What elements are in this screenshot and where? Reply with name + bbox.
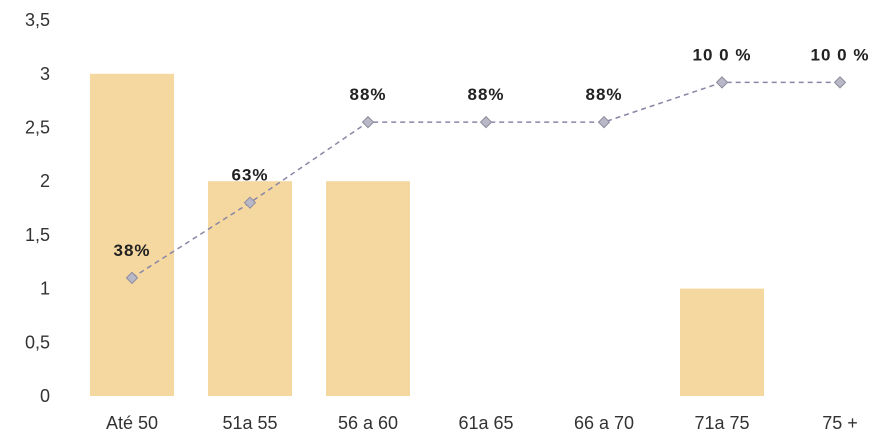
y-tick-label: 1,5: [25, 225, 50, 245]
x-tick-label: 71a 75: [694, 413, 749, 433]
line-point: [125, 271, 139, 285]
line-point: [715, 76, 729, 89]
line-point: [243, 196, 257, 209]
bar: [208, 181, 292, 396]
data-label: 88%: [349, 85, 386, 104]
x-axis: Até 50 51a 55 56 a 60 61a 65 66 a 70 71a 75 75…: [106, 413, 858, 433]
y-axis: 0 0,5 1 1,5 2 2,5 3 3,5: [25, 10, 50, 406]
bars: [90, 73, 764, 397]
x-tick-label: 61a 65: [458, 413, 513, 433]
y-tick-label: 1: [40, 279, 50, 299]
y-tick-label: 3: [40, 64, 50, 84]
x-tick-label: Até 50: [106, 413, 158, 433]
bar: [680, 288, 764, 396]
data-label: 88%: [467, 85, 504, 104]
line-point: [833, 76, 847, 89]
y-tick-label: 3,5: [25, 10, 50, 30]
y-tick-label: 2: [40, 171, 50, 191]
x-tick-label: 56 a 60: [338, 413, 398, 433]
x-tick-label: 51a 55: [222, 413, 277, 433]
percentage-line: 38% 63% 88% 88% 88% 10 0 % 10 0 %: [113, 45, 870, 285]
data-label: 38%: [113, 241, 150, 260]
x-tick-label: 66 a 70: [574, 413, 634, 433]
data-label: 88%: [585, 85, 622, 104]
bar: [326, 181, 410, 396]
line-point: [597, 115, 611, 129]
data-label: 10 0 %: [693, 45, 752, 64]
y-tick-label: 0: [40, 386, 50, 406]
line-point: [479, 115, 493, 129]
x-tick-label: 75 +: [822, 413, 858, 433]
data-label: 63%: [231, 166, 268, 185]
line-point: [361, 115, 375, 129]
data-label: 10 0 %: [811, 45, 870, 64]
bar: [90, 73, 174, 397]
y-tick-label: 2,5: [25, 118, 50, 138]
y-tick-label: 0,5: [25, 332, 50, 352]
